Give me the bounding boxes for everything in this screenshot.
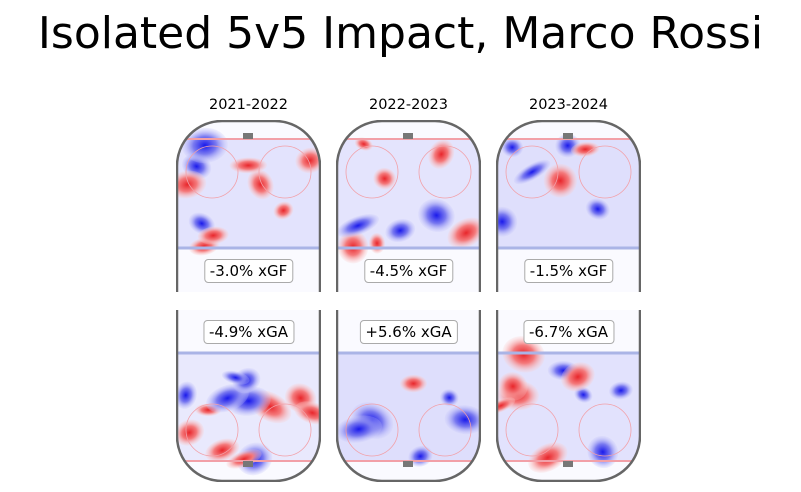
positive-density-blob bbox=[497, 397, 516, 414]
rink-panel-xgf-2: -4.5% xGF bbox=[335, 119, 482, 292]
negative-density-blob bbox=[513, 159, 551, 185]
negative-density-blob bbox=[585, 198, 610, 220]
rink-panel-xgf-1: -3.0% xGF bbox=[175, 119, 322, 292]
positive-density-blob bbox=[447, 217, 480, 249]
negative-density-blob bbox=[440, 389, 459, 407]
impact-label: -3.0% xGF bbox=[203, 259, 294, 283]
negative-density-blob bbox=[418, 198, 455, 233]
rink-panel-xgf-3: -1.5% xGF bbox=[495, 119, 642, 292]
negative-density-blob bbox=[221, 370, 250, 385]
positive-density-blob bbox=[354, 137, 373, 151]
negative-density-blob bbox=[385, 218, 416, 243]
positive-density-blob bbox=[273, 201, 294, 220]
positive-density-blob bbox=[229, 157, 268, 174]
negative-density-blob bbox=[177, 381, 197, 409]
positive-density-blob bbox=[561, 362, 595, 392]
season-label: 2023-2024 bbox=[528, 97, 609, 113]
positive-density-blob bbox=[247, 169, 274, 200]
positive-density-blob bbox=[399, 374, 427, 393]
impact-label: -1.5% xGF bbox=[523, 259, 614, 283]
rink-panel-xga-2: +5.6% xGA bbox=[335, 310, 482, 483]
impact-label: -6.7% xGA bbox=[522, 320, 615, 344]
figure-title: Isolated 5v5 Impact, Marco Rossi bbox=[37, 8, 764, 59]
positive-density-blob bbox=[294, 401, 320, 425]
positive-density-blob bbox=[428, 139, 455, 169]
negative-density-blob bbox=[497, 206, 518, 237]
positive-density-blob bbox=[570, 141, 600, 157]
season-label: 2021-2022 bbox=[208, 97, 289, 113]
positive-density-blob bbox=[498, 372, 528, 401]
positive-density-blob bbox=[226, 449, 262, 469]
positive-density-blob bbox=[177, 419, 205, 446]
impact-label: -4.5% xGF bbox=[363, 259, 454, 283]
rink-panel-xga-1: -4.9% xGA bbox=[175, 310, 322, 483]
positive-density-blob bbox=[197, 226, 229, 245]
impact-label: +5.6% xGA bbox=[359, 320, 458, 344]
negative-density-blob bbox=[609, 381, 633, 400]
rink-panel-xga-3: -6.7% xGA bbox=[495, 310, 642, 483]
positive-density-blob bbox=[373, 167, 397, 190]
impact-label: -4.9% xGA bbox=[202, 320, 295, 344]
season-label: 2022-2023 bbox=[368, 97, 449, 113]
negative-density-blob bbox=[501, 137, 524, 158]
negative-density-blob bbox=[444, 405, 480, 435]
negative-density-blob bbox=[337, 213, 380, 238]
positive-density-blob bbox=[528, 442, 568, 473]
